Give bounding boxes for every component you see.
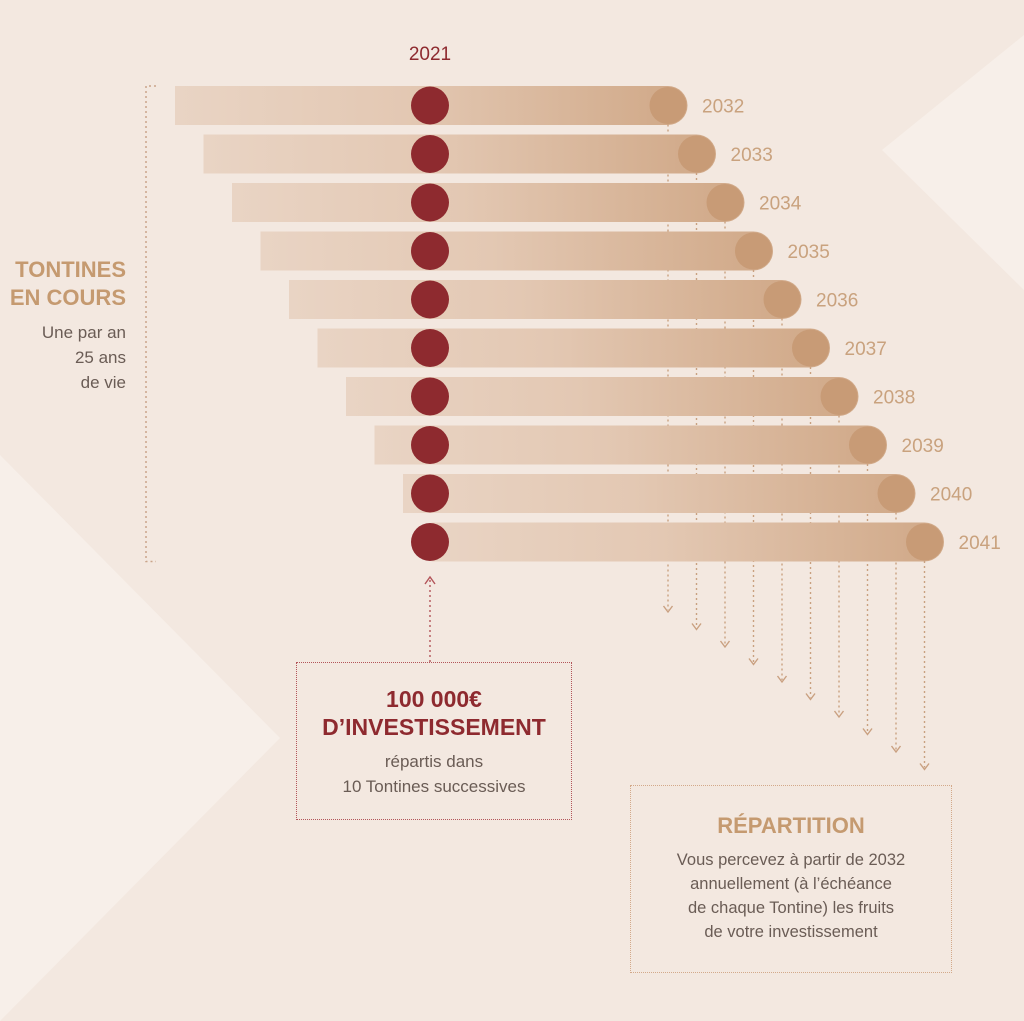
tontine-bar	[289, 280, 802, 319]
payout-arrow-head	[919, 763, 930, 771]
tontine-start-dot	[411, 523, 449, 561]
payout-arrow-head	[662, 605, 674, 614]
tontine-row: 2038	[346, 377, 915, 719]
repartition-title: RÉPARTITION	[717, 813, 865, 838]
tontines-subtitle: Une par an 25 ans de vie	[8, 320, 126, 395]
repartition-description-line: Vous percevez à partir de 2032	[676, 851, 906, 869]
repartition-description-line: annuellement (à l’échéance	[690, 875, 892, 893]
tontine-end-dot	[678, 135, 715, 173]
tontine-bar	[431, 522, 944, 562]
tontine-start-dot	[411, 232, 449, 270]
tontines-subtitle-line: Une par an	[41, 323, 126, 342]
tontine-end-year: 2032	[702, 97, 744, 118]
repartition-description-line: de votre investissement	[704, 923, 878, 941]
tontines-title-line: EN COURS	[9, 285, 126, 310]
tontine-end-dot	[906, 523, 943, 561]
payout-arrow-head	[890, 745, 902, 754]
tontines-subtitle-line: 25 ans	[74, 348, 126, 367]
payout-arrow-head	[776, 675, 788, 684]
tontine-start-dot	[411, 377, 449, 416]
tontine-row: 2032	[175, 86, 744, 614]
tontine-start-dot	[411, 280, 449, 319]
tontine-end-year: 2038	[873, 388, 915, 409]
payout-arrow-head	[691, 623, 702, 631]
payout-arrow-head	[862, 728, 873, 736]
tontine-bar	[374, 425, 887, 465]
tontine-end-dot	[763, 281, 801, 318]
tontines-bracket	[145, 85, 156, 563]
tontine-end-year: 2035	[788, 242, 830, 263]
tontine-end-dot	[792, 329, 829, 367]
repartition-box: RÉPARTITION Vous percevez à partir de 20…	[630, 785, 952, 973]
tontine-start-dot	[411, 474, 449, 513]
tontine-start-dot	[411, 183, 449, 222]
tontines-title: TONTINES EN COURS	[8, 256, 126, 312]
tontine-end-dot	[706, 184, 744, 221]
tontine-start-dot	[411, 426, 449, 464]
tontine-row: 2035	[260, 231, 830, 666]
tontine-end-year: 2033	[731, 145, 773, 166]
tontines-subtitle-line: de vie	[80, 373, 126, 392]
repartition-description: Vous percevez à partir de 2032 annuellem…	[631, 848, 951, 944]
investment-label: D’INVESTISSEMENT	[322, 714, 546, 740]
background-triangle-left	[0, 455, 280, 1021]
tontine-end-dot	[849, 426, 886, 464]
investment-description: répartis dans 10 Tontines successives	[297, 749, 571, 799]
tontine-end-dot	[820, 378, 858, 415]
tontine-end-year: 2040	[930, 485, 972, 506]
tontine-bar	[203, 134, 716, 174]
tontine-bar	[260, 231, 773, 271]
tontine-end-year: 2041	[959, 533, 1001, 554]
tontine-row: 2037	[317, 328, 887, 701]
tontine-row: 2041	[411, 522, 1001, 771]
tontine-bar	[317, 328, 830, 368]
payout-arrow-head	[805, 693, 816, 701]
background-triangle-right	[882, 35, 1024, 290]
investment-arrow-head	[424, 575, 436, 585]
payout-arrow-head	[748, 658, 759, 666]
tontines-title-line: TONTINES	[15, 257, 126, 282]
tontine-start-dot	[411, 86, 449, 125]
tontine-end-year: 2034	[759, 194, 802, 215]
tontine-start-dot	[411, 329, 449, 367]
tontine-start-dot	[411, 135, 449, 173]
tontine-bar	[346, 377, 859, 416]
tontine-bar	[403, 474, 916, 513]
tontine-end-year: 2037	[845, 339, 887, 360]
tontine-end-dot	[877, 475, 915, 512]
tontine-end-year: 2039	[902, 436, 944, 457]
tontine-end-dot	[735, 232, 772, 270]
tontine-end-year: 2036	[816, 291, 858, 312]
repartition-description-line: de chaque Tontine) les fruits	[687, 899, 895, 917]
tontine-end-dot	[649, 87, 687, 124]
investment-heading: 100 000€ D’INVESTISSEMENT	[297, 685, 571, 741]
tontine-row: 2036	[289, 280, 858, 684]
payout-arrow-head	[719, 640, 731, 649]
investment-description-line: 10 Tontines successives	[342, 777, 526, 796]
investment-description-line: répartis dans	[384, 752, 484, 771]
tontine-row: 2034	[232, 183, 802, 649]
investment-amount: 100 000€	[386, 686, 482, 712]
start-year-label: 2021	[408, 44, 452, 65]
investment-box: 100 000€ D’INVESTISSEMENT répartis dans …	[296, 662, 572, 820]
tontine-bar	[232, 183, 745, 222]
payout-arrow-head	[833, 710, 845, 719]
tontine-row: 2039	[374, 425, 944, 736]
tontine-row: 2040	[403, 474, 972, 754]
